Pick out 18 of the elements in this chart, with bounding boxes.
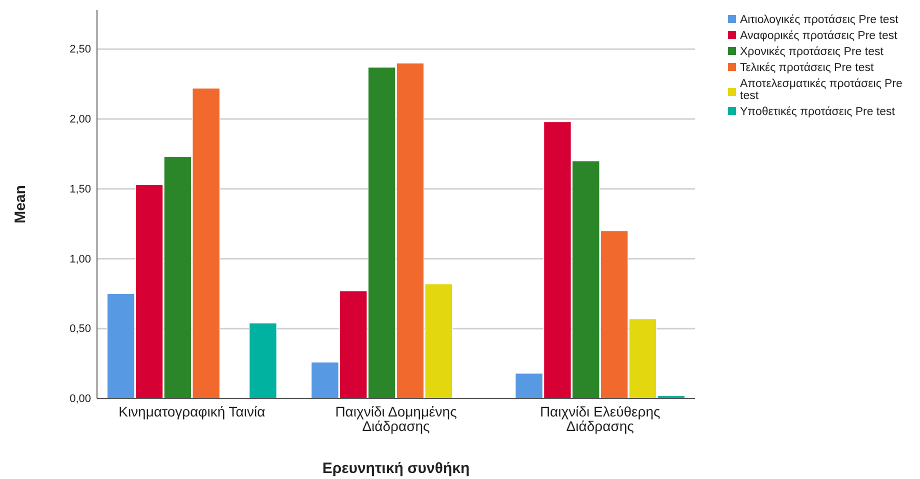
y-tick-label: 2,50 [70,44,91,56]
x-tick-label: Παιχνίδι Ελεύθερης Διάδρασης [540,403,661,434]
x-axis-title: Ερευνητική συνθήκη [322,460,470,477]
legend-label: Τελικές προτάσεις Pre test [740,62,874,74]
y-axis-title: Mean [12,185,29,224]
legend-label: Χρονικές προτάσεις Pre test [740,46,884,58]
legend-label: Αιτιολογικές προτάσεις Pre test [740,14,900,26]
x-tick-label: Κινηματογραφική Ταινία [118,403,266,420]
x-tick-label: Παιχνίδι Δομημένης Διάδρασης [335,403,458,434]
y-tick-label: 1,00 [70,253,91,266]
y-tick-label: 0,50 [70,323,91,336]
y-tick-label: 1,50 [70,183,91,196]
legend-label: Αναφορικές προτάσεις Pre test [740,30,898,42]
y-tick-label: 2,00 [70,114,91,126]
legend-label: Υποθετικές προτάσεις Pre test [740,106,896,118]
y-tick-label: 0,00 [70,393,91,406]
bar [249,322,277,399]
legend-label: Αποτελεσματικές προτάσεις Pre test [740,78,902,102]
